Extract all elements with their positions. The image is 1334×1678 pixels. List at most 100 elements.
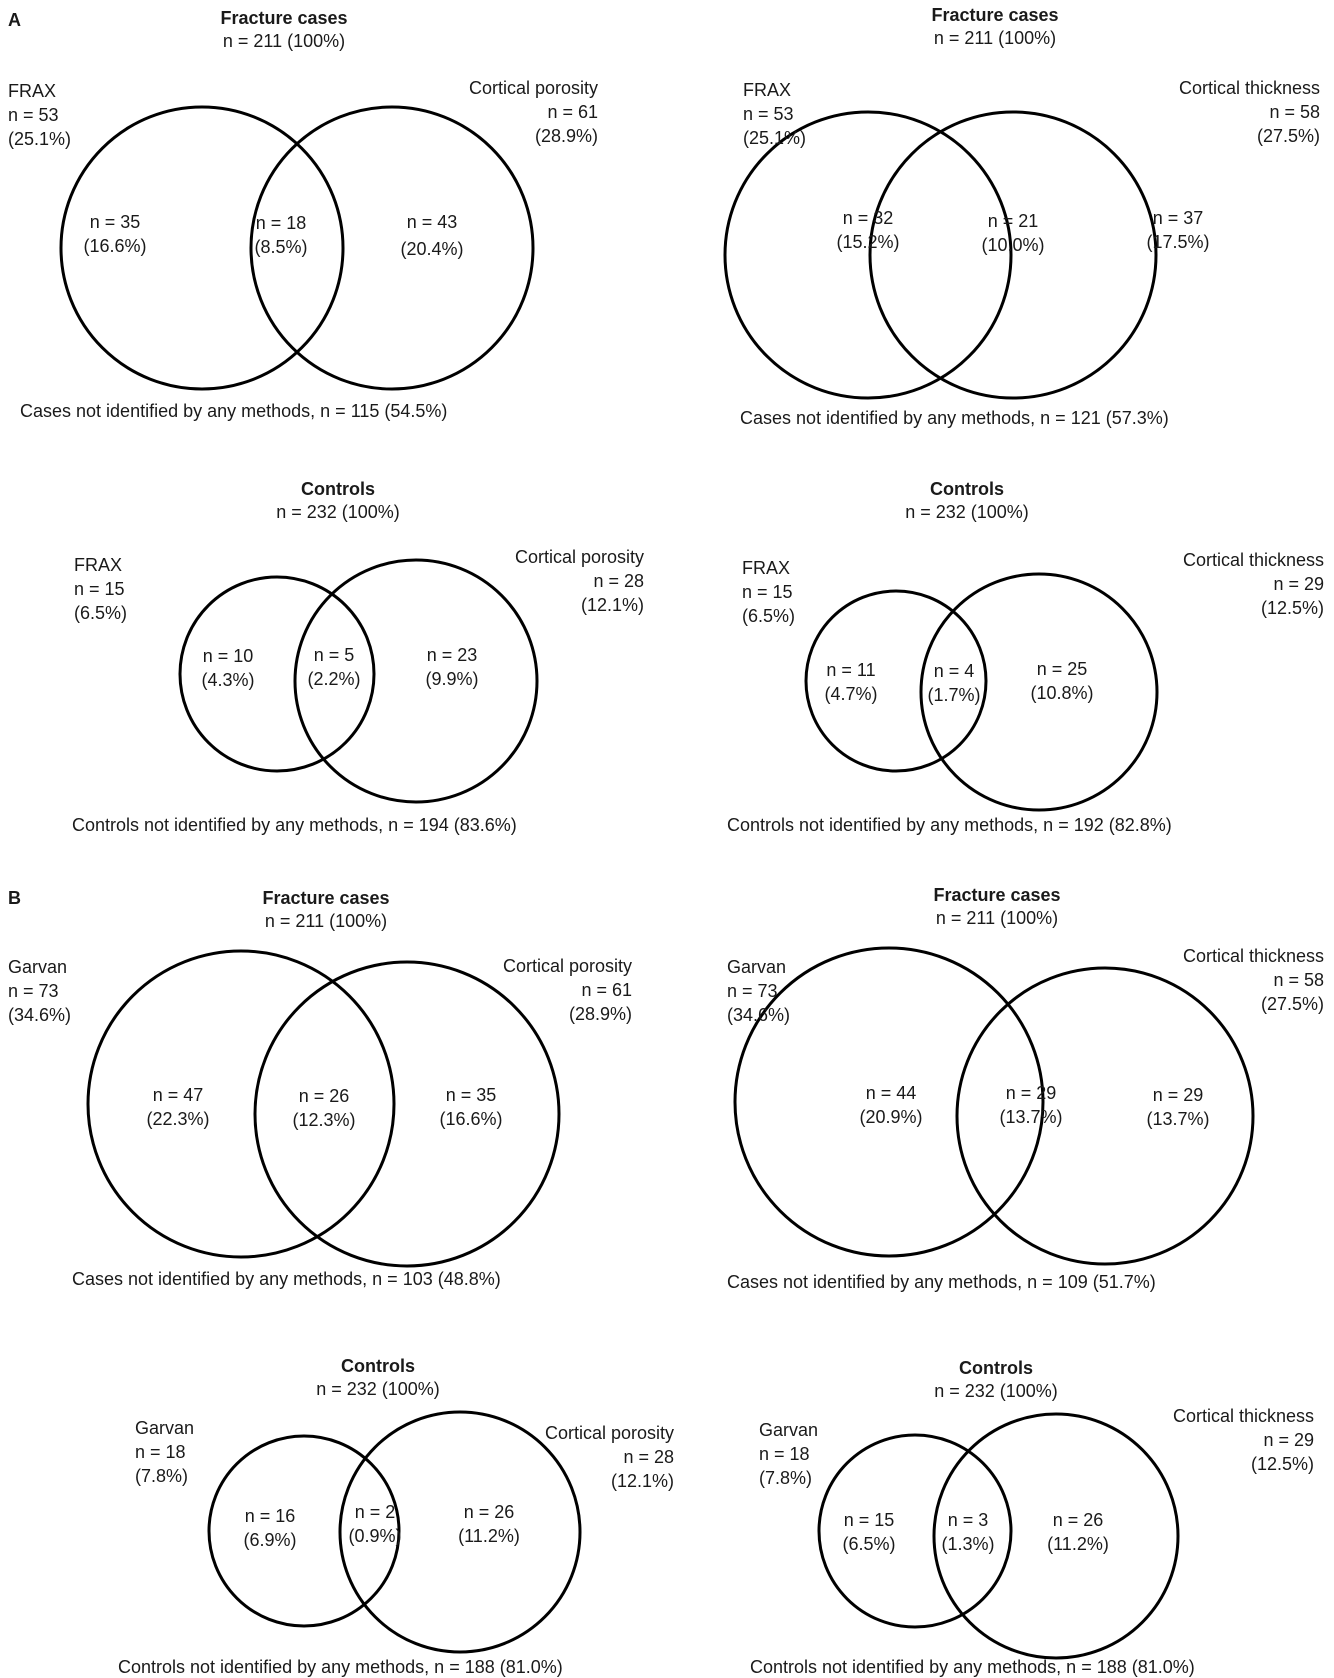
diagram-title: Fracture cases: [262, 888, 389, 908]
overlap-count: n = 4: [934, 661, 975, 681]
diagram-total: n = 211 (100%): [936, 908, 1058, 928]
diagram-total: n = 211 (100%): [223, 31, 345, 51]
left-set-circle: [207, 1434, 401, 1628]
diagram-title: Controls: [959, 1358, 1033, 1378]
right-only-count: n = 23: [427, 645, 478, 665]
right-set-name: Cortical thickness: [1183, 550, 1324, 570]
right-set-count: n = 58: [1273, 970, 1324, 990]
left-only-count: n = 47: [153, 1085, 204, 1105]
diagram-title: Controls: [341, 1356, 415, 1376]
not-identified-note: Cases not identified by any methods, n =…: [727, 1272, 1156, 1292]
right-only-count: n = 37: [1153, 208, 1204, 228]
right-only-percent: (16.6%): [439, 1109, 502, 1129]
right-only-percent: (13.7%): [1146, 1109, 1209, 1129]
venn-a-cases-porosity: Fracture cases n = 211 (100%) FRAX n = 5…: [8, 8, 598, 421]
right-set-percent: (28.9%): [569, 1004, 632, 1024]
left-set-name: Garvan: [727, 957, 786, 977]
venn-a-controls-porosity: Controls n = 232 (100%) FRAX n = 15 (6.5…: [72, 479, 644, 835]
venn-b-controls-porosity: Controls n = 232 (100%) Garvan n = 18 (7…: [118, 1356, 674, 1677]
overlap-percent: (0.9%): [348, 1526, 401, 1546]
right-only-percent: (11.2%): [458, 1526, 520, 1546]
left-set-count: n = 53: [8, 105, 59, 125]
diagram-title: Fracture cases: [931, 5, 1058, 25]
venn-b-cases-thickness: Fracture cases n = 211 (100%) Garvan n =…: [727, 885, 1324, 1292]
diagram-total: n = 211 (100%): [934, 28, 1056, 48]
left-set-percent: (6.5%): [74, 603, 127, 623]
right-only-count: n = 26: [464, 1502, 515, 1522]
left-set-count: n = 73: [727, 981, 778, 1001]
not-identified-note: Cases not identified by any methods, n =…: [20, 401, 447, 421]
left-only-count: n = 11: [826, 660, 875, 680]
right-only-percent: (11.2%): [1047, 1534, 1109, 1554]
right-only-count: n = 35: [446, 1085, 497, 1105]
left-only-percent: (20.9%): [859, 1107, 922, 1127]
left-set-name: FRAX: [742, 558, 790, 578]
left-set-count: n = 18: [135, 1442, 186, 1462]
overlap-count: n = 3: [948, 1510, 989, 1530]
right-set-name: Cortical porosity: [469, 78, 598, 98]
diagram-title: Controls: [301, 479, 375, 499]
left-set-name: FRAX: [74, 555, 122, 575]
left-set-count: n = 15: [742, 582, 793, 602]
right-set-circle: [249, 105, 535, 391]
not-identified-note: Cases not identified by any methods, n =…: [740, 408, 1169, 428]
panel-label-b: B: [8, 888, 21, 908]
right-set-percent: (28.9%): [535, 126, 598, 146]
overlap-percent: (8.5%): [254, 237, 307, 257]
left-set-percent: (25.1%): [8, 129, 71, 149]
right-set-percent: (27.5%): [1257, 126, 1320, 146]
diagram-title: Fracture cases: [933, 885, 1060, 905]
right-only-percent: (9.9%): [425, 669, 478, 689]
right-set-percent: (12.1%): [611, 1471, 674, 1491]
diagram-title: Controls: [930, 479, 1004, 499]
right-set-circle: [868, 110, 1158, 400]
right-set-count: n = 29: [1273, 574, 1324, 594]
overlap-percent: (12.3%): [292, 1110, 355, 1130]
overlap-percent: (10.0%): [981, 235, 1044, 255]
venn-a-controls-thickness: Controls n = 232 (100%) FRAX n = 15 (6.5…: [727, 479, 1324, 835]
left-set-name: FRAX: [743, 80, 791, 100]
not-identified-note: Controls not identified by any methods, …: [727, 815, 1172, 835]
left-set-circle: [86, 949, 396, 1259]
left-only-percent: (6.5%): [842, 1534, 895, 1554]
right-set-count: n = 29: [1263, 1430, 1314, 1450]
left-set-circle: [817, 1433, 1013, 1629]
left-set-circle: [59, 105, 345, 391]
diagram-title: Fracture cases: [220, 8, 347, 28]
left-set-name: Garvan: [8, 957, 67, 977]
overlap-count: n = 21: [988, 211, 1039, 231]
left-only-count: n = 16: [245, 1506, 296, 1526]
left-only-percent: (15.2%): [836, 232, 899, 252]
left-set-count: n = 73: [8, 981, 59, 1001]
overlap-percent: (2.2%): [307, 669, 360, 689]
left-only-count: n = 32: [843, 208, 894, 228]
left-only-percent: (6.9%): [243, 1530, 296, 1550]
left-set-name: FRAX: [8, 81, 56, 101]
right-set-name: Cortical porosity: [545, 1423, 674, 1443]
left-set-percent: (7.8%): [135, 1466, 188, 1486]
not-identified-note: Cases not identified by any methods, n =…: [72, 1269, 501, 1289]
right-set-count: n = 61: [581, 980, 632, 1000]
left-set-name: Garvan: [135, 1418, 194, 1438]
right-set-circle: [932, 1412, 1180, 1660]
right-set-name: Cortical thickness: [1173, 1406, 1314, 1426]
right-set-count: n = 28: [593, 571, 644, 591]
left-only-percent: (4.7%): [824, 684, 877, 704]
overlap-count: n = 29: [1006, 1083, 1057, 1103]
right-only-count: n = 29: [1153, 1085, 1204, 1105]
right-only-count: n = 25: [1037, 659, 1088, 679]
left-only-percent: (16.6%): [83, 236, 146, 256]
right-set-count: n = 28: [623, 1447, 674, 1467]
left-set-percent: (25.1%): [743, 128, 806, 148]
panel-label-a: A: [8, 10, 21, 30]
left-set-percent: (34.6%): [8, 1005, 71, 1025]
left-set-circle: [178, 575, 376, 773]
left-only-count: n = 10: [203, 646, 254, 666]
right-set-percent: (12.5%): [1261, 598, 1324, 618]
right-set-circle: [253, 960, 561, 1268]
left-set-percent: (6.5%): [742, 606, 795, 626]
diagram-total: n = 232 (100%): [316, 1379, 440, 1399]
diagram-total: n = 232 (100%): [934, 1381, 1058, 1401]
overlap-count: n = 5: [314, 645, 355, 665]
